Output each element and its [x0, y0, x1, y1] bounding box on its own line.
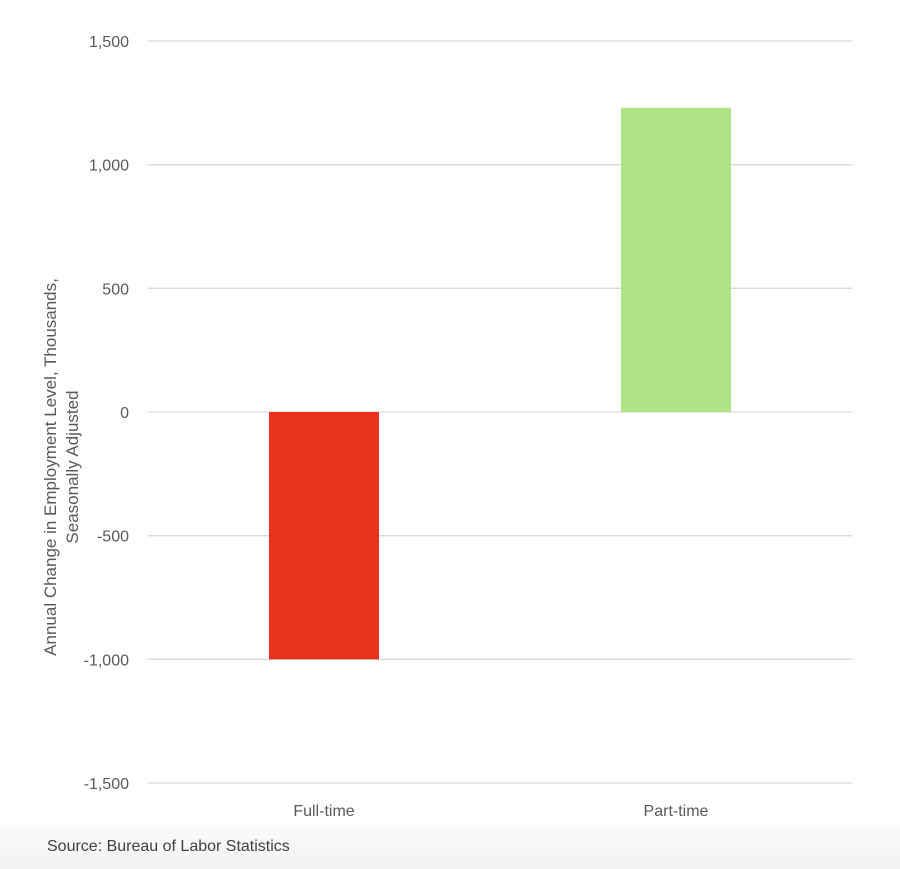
y-axis-label-line: Annual Change in Employment Level, Thous… [41, 278, 60, 656]
y-tick-label: 0 [120, 405, 129, 422]
y-axis-title: Annual Change in Employment Level, Thous… [41, 278, 82, 656]
x-axis-categories: Full-time Part-time [293, 803, 708, 820]
source-note: Source: Bureau of Labor Statistics [47, 838, 290, 855]
bar-full-time [269, 412, 379, 660]
y-tick-label: 1,000 [89, 158, 129, 175]
y-axis-ticks: 1,500 1,000 500 0 -500 -1,000 -1,500 [84, 34, 129, 793]
y-tick-label: -500 [97, 529, 129, 546]
y-axis-label-line: Seasonally Adjusted [63, 390, 82, 543]
y-tick-label: -1,500 [84, 776, 129, 793]
bar-chart: 1,500 1,000 500 0 -500 -1,000 -1,500 Full-time… [41, 34, 852, 820]
x-category-label: Part-time [644, 803, 709, 820]
source-footer: Source: Bureau of Labor Statistics [0, 826, 900, 869]
bar-part-time [621, 107, 731, 412]
y-tick-label: 500 [102, 281, 129, 298]
gridlines [148, 40, 852, 784]
bars [269, 107, 731, 660]
y-tick-label: -1,000 [84, 652, 129, 669]
x-category-label: Full-time [293, 803, 354, 820]
y-tick-label: 1,500 [89, 34, 129, 51]
